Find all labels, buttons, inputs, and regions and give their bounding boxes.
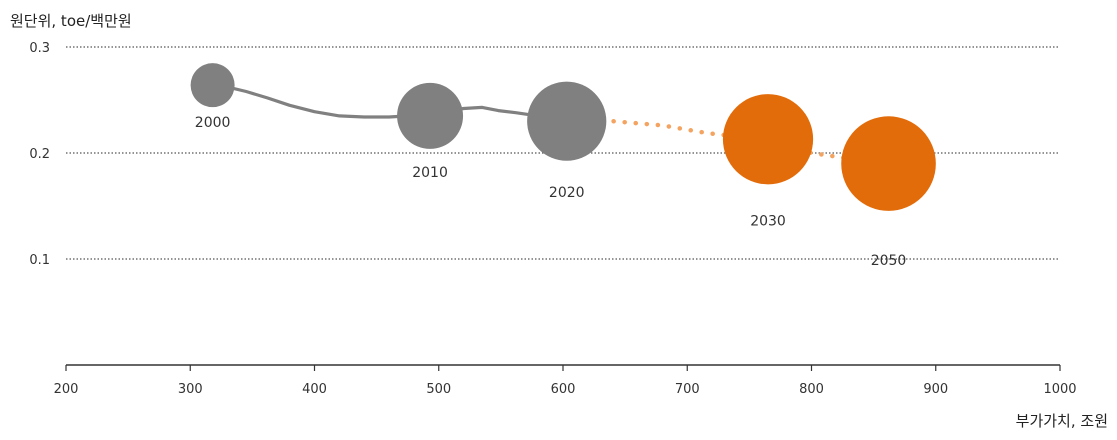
- x-tick-label: 900: [923, 382, 948, 397]
- bubble-label-2020: 2020: [549, 185, 585, 201]
- bubble-2000: [190, 63, 235, 108]
- bubble-label-2000: 2000: [195, 115, 231, 131]
- y-tick-labels: 0.1 0.2 0.3: [29, 41, 50, 268]
- x-tick-label: 300: [178, 382, 203, 397]
- bubble-label-2050: 2050: [871, 253, 907, 269]
- x-tick-label: 400: [302, 382, 327, 397]
- bubble-label-2030: 2030: [750, 213, 786, 229]
- x-tick-label: 600: [551, 382, 576, 397]
- x-axis-title: 부가가치, 조원: [1016, 412, 1108, 430]
- bubble-2020: [527, 81, 607, 161]
- x-tick-label: 1000: [1043, 382, 1076, 397]
- y-tick-label: 0.1: [29, 253, 50, 268]
- y-tick-label: 0.3: [29, 41, 50, 56]
- bubble-2030: [722, 94, 814, 185]
- bubble-2010: [397, 82, 464, 149]
- y-axis-title: 원단위, toe/백만원: [10, 12, 132, 30]
- bubble-2050: [841, 116, 936, 211]
- x-tick-label: 700: [675, 382, 700, 397]
- bubble-label-2010: 2010: [412, 165, 448, 181]
- bubble-labels: 2000 2010 2020 2030 2050: [195, 115, 907, 269]
- x-tick-label: 500: [426, 382, 451, 397]
- x-tick-label: 800: [799, 382, 824, 397]
- x-tick-label: 200: [54, 382, 79, 397]
- historical-trend-line: [213, 82, 565, 121]
- bubbles: [190, 63, 936, 211]
- y-tick-label: 0.2: [29, 147, 50, 162]
- x-axis: 200 300 400 500 600 700 800 900 1000: [54, 364, 1077, 397]
